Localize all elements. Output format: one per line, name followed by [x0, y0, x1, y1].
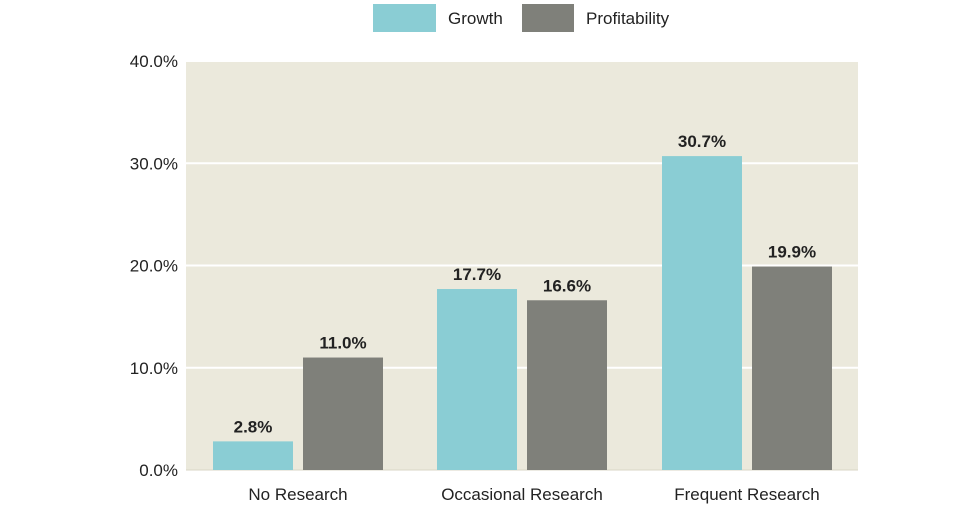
- legend-label-profitability: Profitability: [586, 9, 670, 28]
- bar-profitability: [527, 300, 607, 470]
- legend: Growth Profitability: [373, 4, 670, 32]
- y-tick-label: 10.0%: [130, 359, 178, 378]
- data-label-growth: 17.7%: [453, 265, 501, 284]
- bar-growth: [437, 289, 517, 470]
- data-label-profitability: 11.0%: [319, 334, 366, 353]
- bar-profitability: [303, 357, 383, 470]
- bars: [213, 156, 832, 470]
- x-axis-categories: No Research Occasional Research Frequent R…: [248, 485, 819, 504]
- y-tick-label: 30.0%: [130, 154, 178, 173]
- y-tick-label: 20.0%: [130, 257, 178, 276]
- data-label-growth: 30.7%: [678, 132, 726, 151]
- bar-profitability: [752, 266, 832, 470]
- x-category-label: No Research: [248, 485, 347, 504]
- y-tick-label: 0.0%: [139, 461, 178, 480]
- legend-swatch-profitability: [522, 4, 574, 32]
- x-category-label: Occasional Research: [441, 485, 603, 504]
- y-axis-ticks: 0.0% 10.0% 20.0% 30.0% 40.0%: [130, 52, 178, 480]
- data-label-growth: 2.8%: [234, 417, 273, 436]
- x-category-label: Frequent Research: [674, 485, 820, 504]
- data-label-profitability: 19.9%: [768, 243, 816, 262]
- y-tick-label: 40.0%: [130, 52, 178, 71]
- legend-swatch-growth: [373, 4, 436, 32]
- gridlines: [186, 60, 858, 471]
- data-labels: 2.8% 11.0% 17.7% 16.6% 30.7% 19.9%: [234, 132, 816, 436]
- bar-growth: [662, 156, 742, 470]
- legend-label-growth: Growth: [448, 9, 503, 28]
- bar-growth: [213, 441, 293, 470]
- data-label-profitability: 16.6%: [543, 276, 591, 295]
